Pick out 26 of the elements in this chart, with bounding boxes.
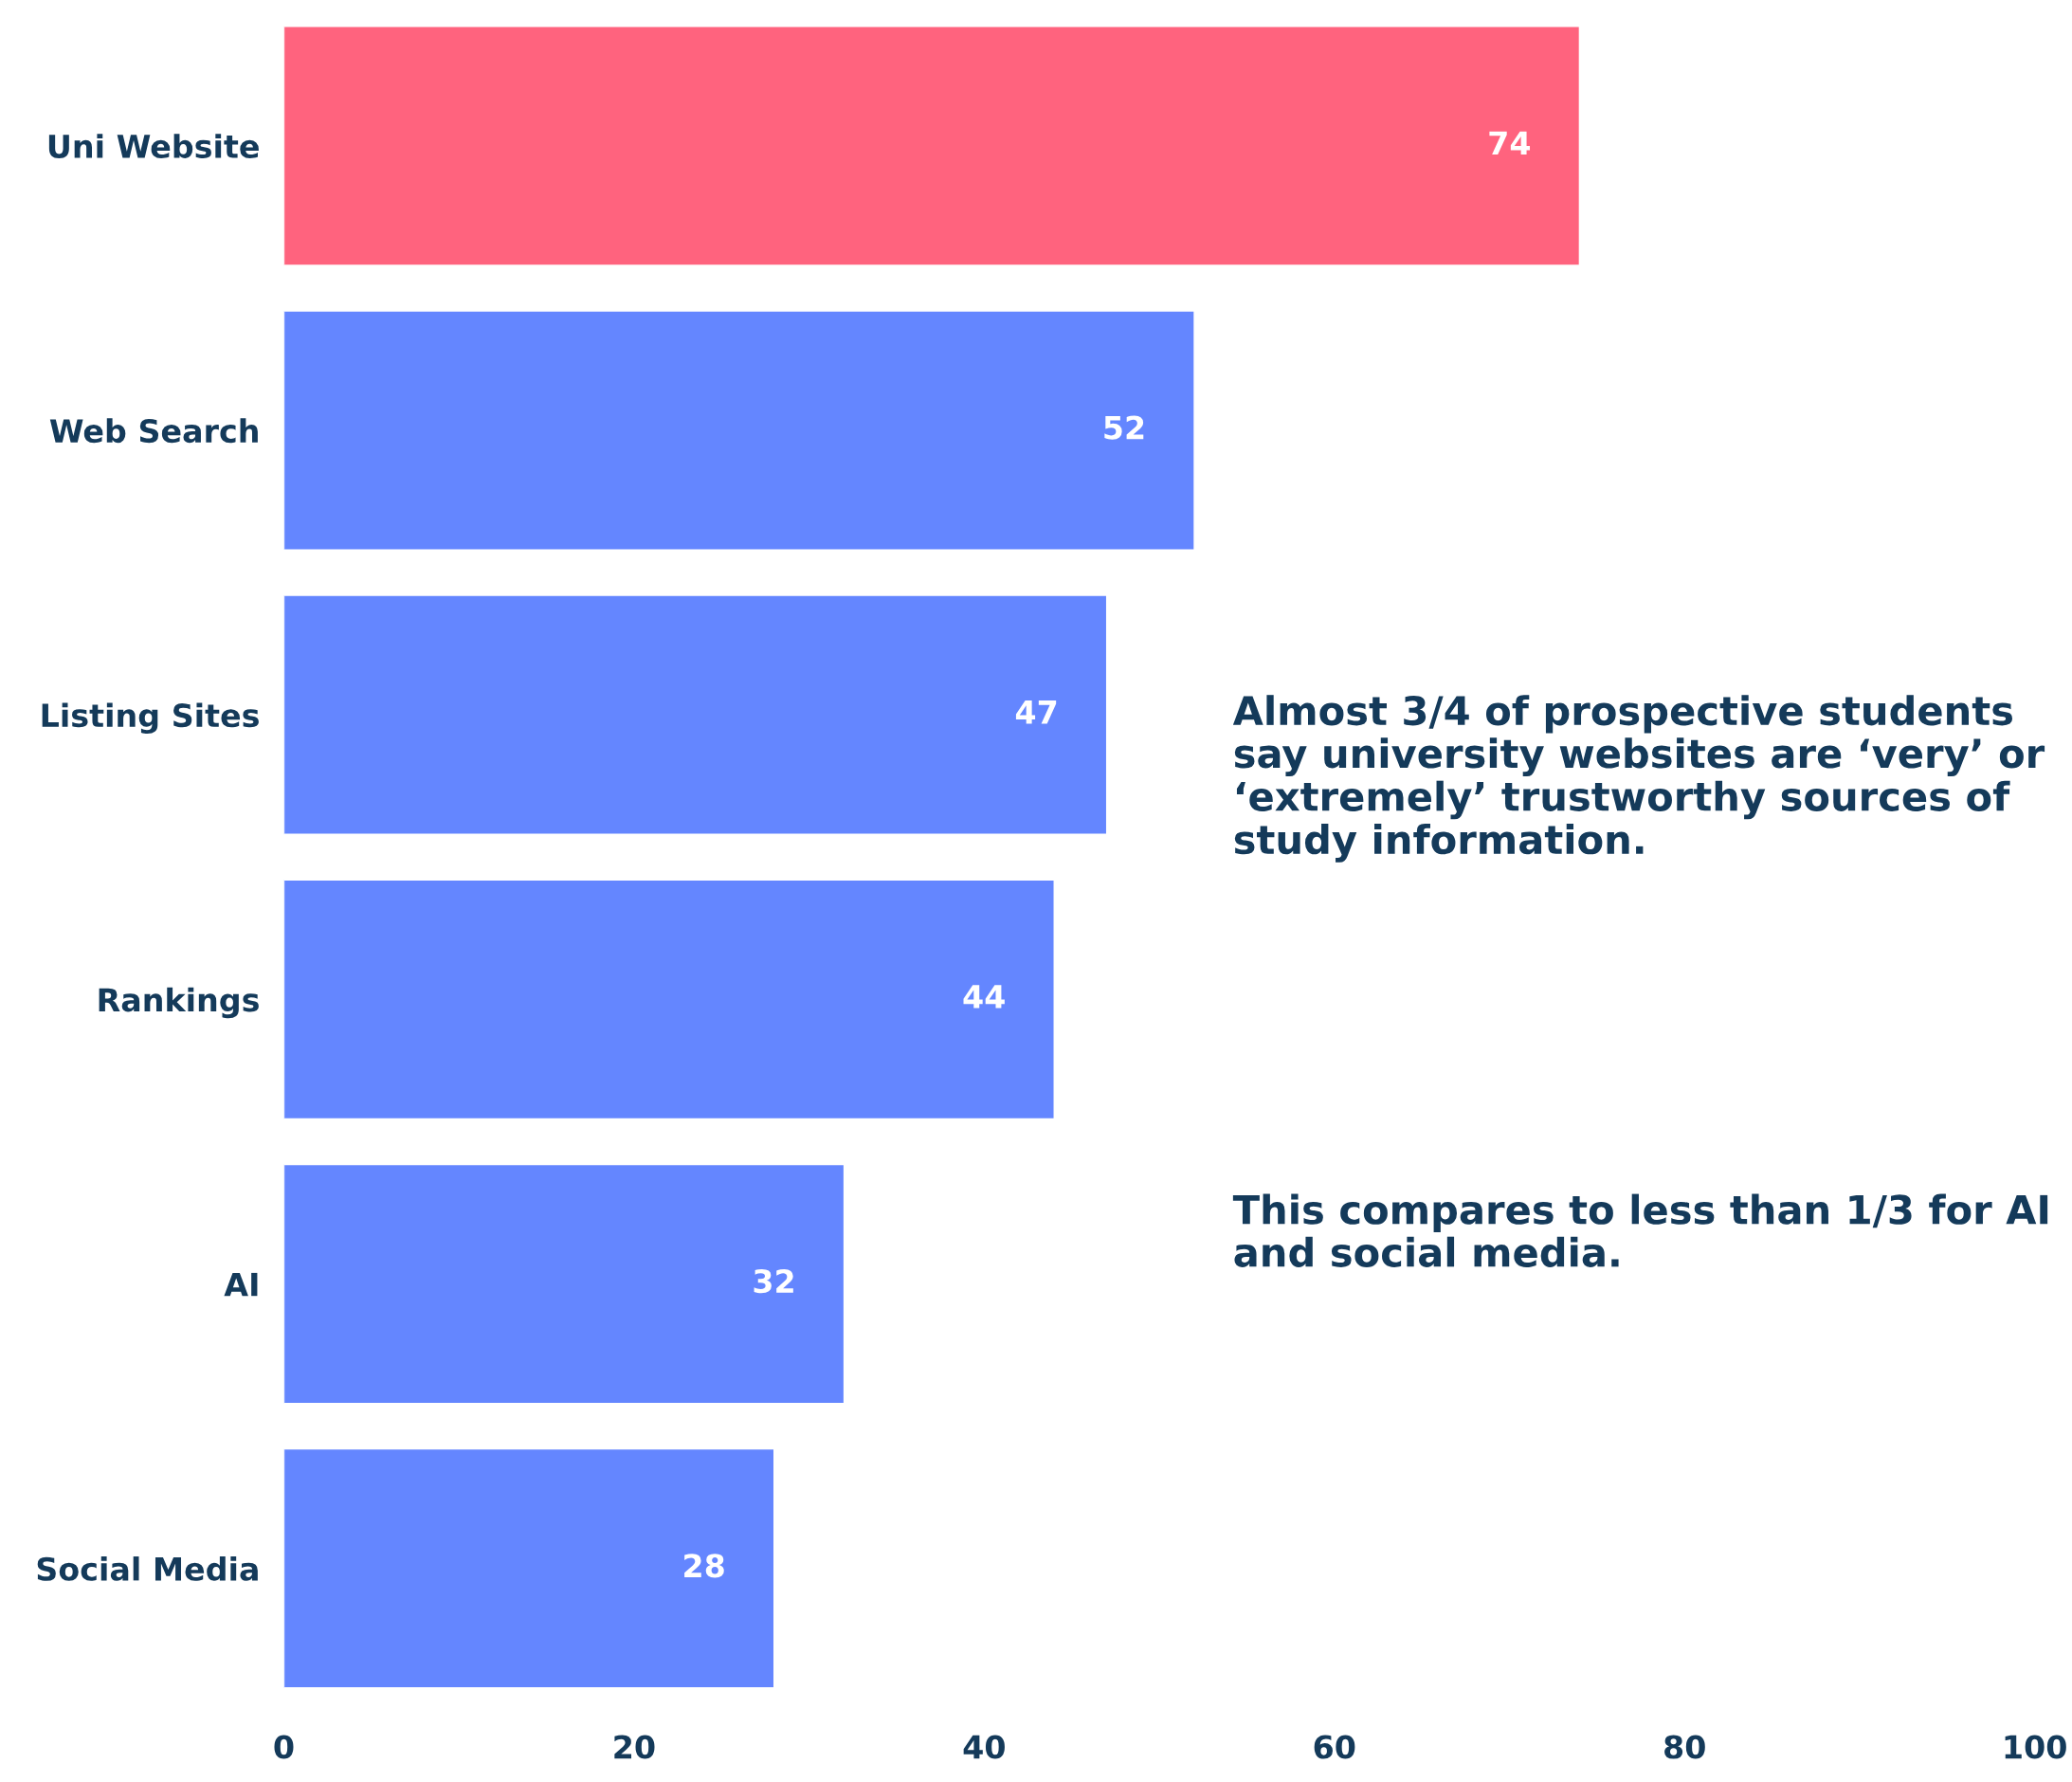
y-tick-label: Rankings [99,987,259,1019]
x-tick-label: 60 [1314,1735,1355,1759]
annotation: This compares to less than 1/3 for AI and social media. [1232,1193,2048,1267]
y-tick-label: AI [224,1272,258,1297]
data-label: 52 [1104,415,1144,440]
data-label: 47 [1015,700,1057,724]
annotation: Almost 3/4 of prospective students say university websites are ‘very’ or ‘extremely’ trustworthy sources of study information. [1232,695,2045,863]
x-tick-label: 40 [963,1735,1005,1759]
bar [283,1447,775,1689]
data-label: 74 [1489,131,1531,155]
data-label: 44 [963,985,1005,1009]
y-tick-label: Social Media [37,1556,258,1581]
bar [283,1163,845,1405]
bar [283,594,1108,835]
x-tick-label: 100 [2005,1735,2066,1759]
y-tick-label: Listing Sites [42,702,259,735]
bar [283,879,1055,1120]
x-tick-label: 80 [1664,1735,1705,1759]
x-tick-label: 20 [614,1735,655,1759]
bar [283,310,1195,551]
y-tick-label: Web Search [49,418,258,444]
bar [283,26,1581,266]
data-label: 28 [684,1554,724,1578]
x-tick-label: 0 [274,1735,294,1759]
y-tick-label: Uni Website [48,134,259,158]
data-label: 32 [754,1269,793,1294]
